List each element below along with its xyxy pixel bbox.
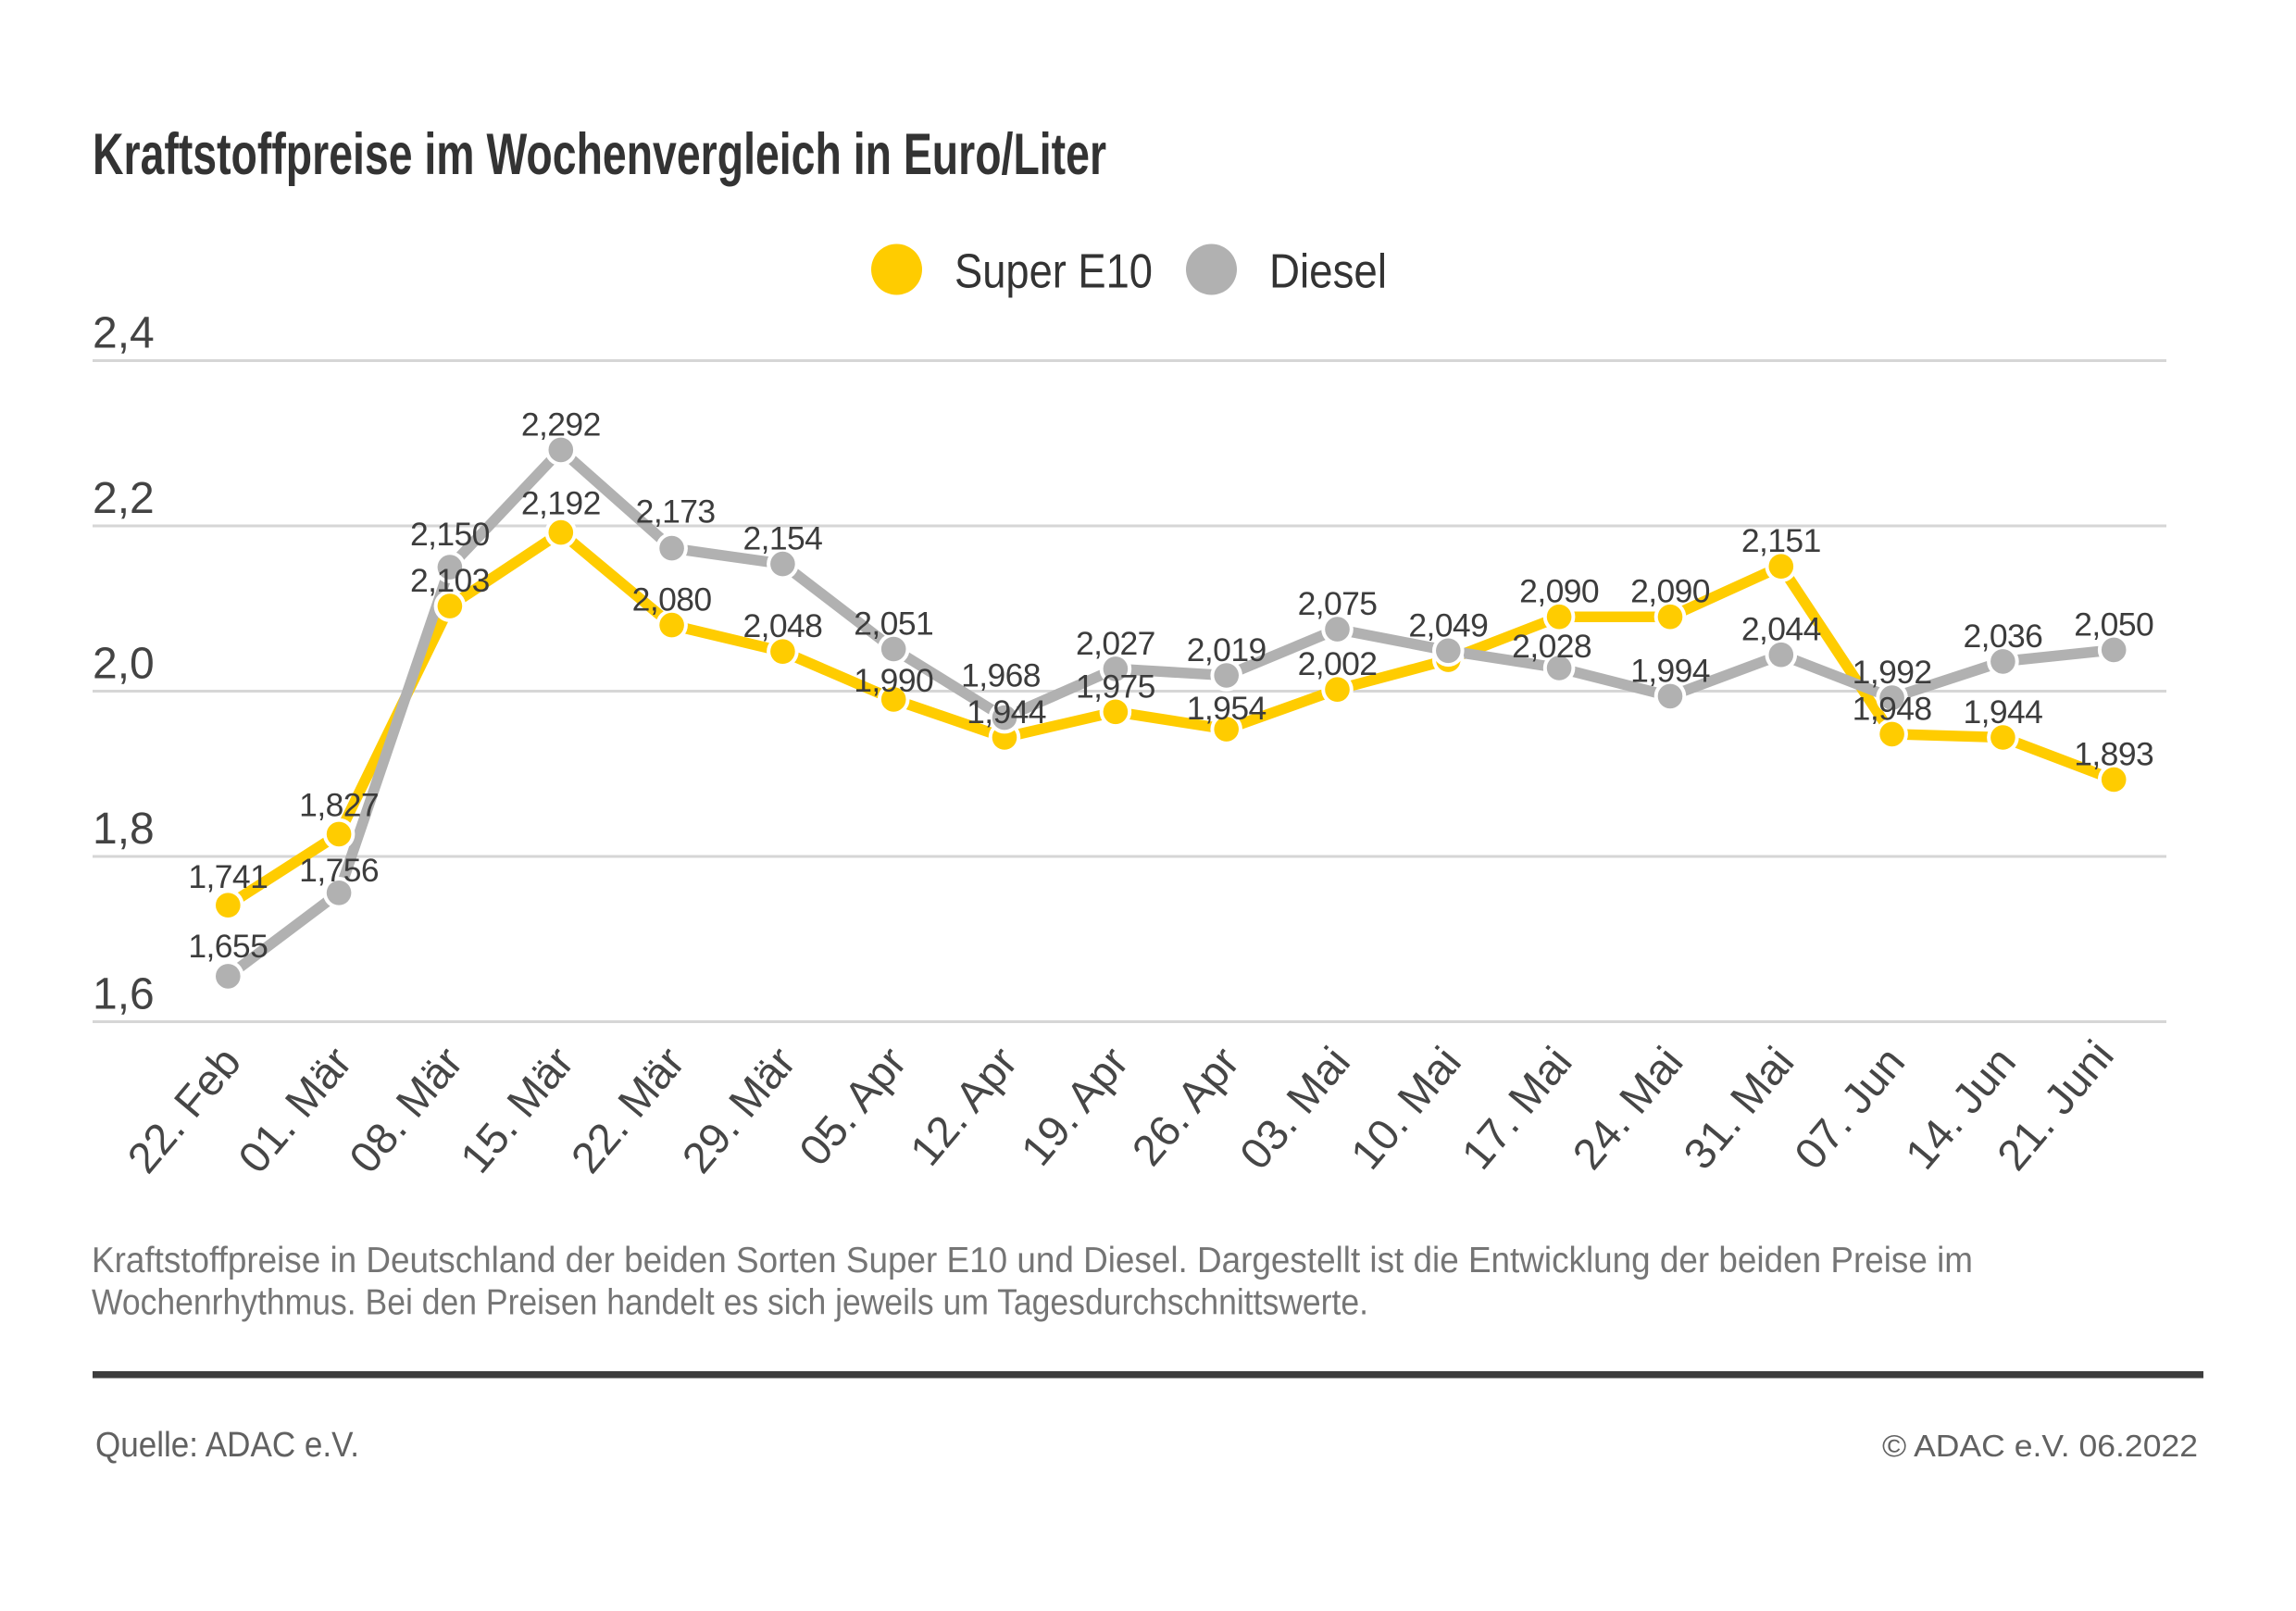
svg-text:1,975: 1,975 xyxy=(1076,668,1155,705)
svg-text:Quelle: ADAC e.V.: Quelle: ADAC e.V. xyxy=(95,1426,359,1465)
svg-text:1,8: 1,8 xyxy=(93,805,155,854)
svg-text:Diesel: Diesel xyxy=(1269,245,1387,299)
svg-text:Super E10: Super E10 xyxy=(955,245,1153,299)
svg-text:2,049: 2,049 xyxy=(1408,606,1488,643)
svg-text:2,044: 2,044 xyxy=(1741,611,1821,648)
svg-text:1,756: 1,756 xyxy=(299,852,379,889)
svg-text:1,954: 1,954 xyxy=(1187,690,1267,727)
svg-text:1,968: 1,968 xyxy=(961,657,1041,694)
svg-text:2,150: 2,150 xyxy=(410,516,490,553)
svg-text:2,028: 2,028 xyxy=(1512,628,1591,665)
svg-text:2,090: 2,090 xyxy=(1519,573,1599,610)
svg-text:1,994: 1,994 xyxy=(1630,652,1710,689)
svg-text:Kraftstoffpreise in Deutschlan: Kraftstoffpreise in Deutschland der beid… xyxy=(92,1241,1973,1280)
svg-text:Wochenrhythmus. Bei den Preise: Wochenrhythmus. Bei den Preisen handelt … xyxy=(92,1283,1368,1323)
svg-text:1,948: 1,948 xyxy=(1853,690,1932,727)
svg-text:1,893: 1,893 xyxy=(2074,736,2153,773)
svg-text:1,6: 1,6 xyxy=(93,970,155,1019)
svg-text:2,050: 2,050 xyxy=(2074,606,2153,643)
svg-text:2,103: 2,103 xyxy=(410,562,490,599)
svg-text:2,154: 2,154 xyxy=(742,520,822,557)
svg-text:2,048: 2,048 xyxy=(742,607,822,644)
svg-text:2,0: 2,0 xyxy=(93,640,155,689)
svg-text:2,075: 2,075 xyxy=(1298,585,1378,622)
svg-text:© ADAC e.V. 06.2022: © ADAC e.V. 06.2022 xyxy=(1882,1430,2198,1464)
svg-text:1,741: 1,741 xyxy=(188,858,268,895)
svg-text:2,080: 2,080 xyxy=(632,581,712,618)
svg-text:1,944: 1,944 xyxy=(1963,693,2042,731)
svg-text:Kraftstoffpreise im Wochenverg: Kraftstoffpreise im Wochenvergleich in E… xyxy=(93,122,1106,187)
svg-text:2,019: 2,019 xyxy=(1187,631,1267,668)
svg-text:1,944: 1,944 xyxy=(967,693,1046,731)
svg-text:2,090: 2,090 xyxy=(1630,573,1710,610)
svg-text:1,827: 1,827 xyxy=(299,786,379,823)
svg-text:2,292: 2,292 xyxy=(521,406,601,443)
svg-text:2,2: 2,2 xyxy=(93,474,155,523)
svg-text:2,173: 2,173 xyxy=(636,493,716,531)
svg-text:1,990: 1,990 xyxy=(854,662,933,699)
svg-text:2,002: 2,002 xyxy=(1298,645,1378,682)
svg-text:2,192: 2,192 xyxy=(521,485,601,522)
svg-text:2,4: 2,4 xyxy=(93,309,155,358)
svg-text:2,051: 2,051 xyxy=(854,606,933,643)
svg-text:2,036: 2,036 xyxy=(1963,618,2042,655)
svg-text:1,992: 1,992 xyxy=(1853,654,1932,691)
svg-text:2,027: 2,027 xyxy=(1076,625,1155,662)
svg-text:1,655: 1,655 xyxy=(188,928,268,965)
svg-text:2,151: 2,151 xyxy=(1741,522,1821,559)
